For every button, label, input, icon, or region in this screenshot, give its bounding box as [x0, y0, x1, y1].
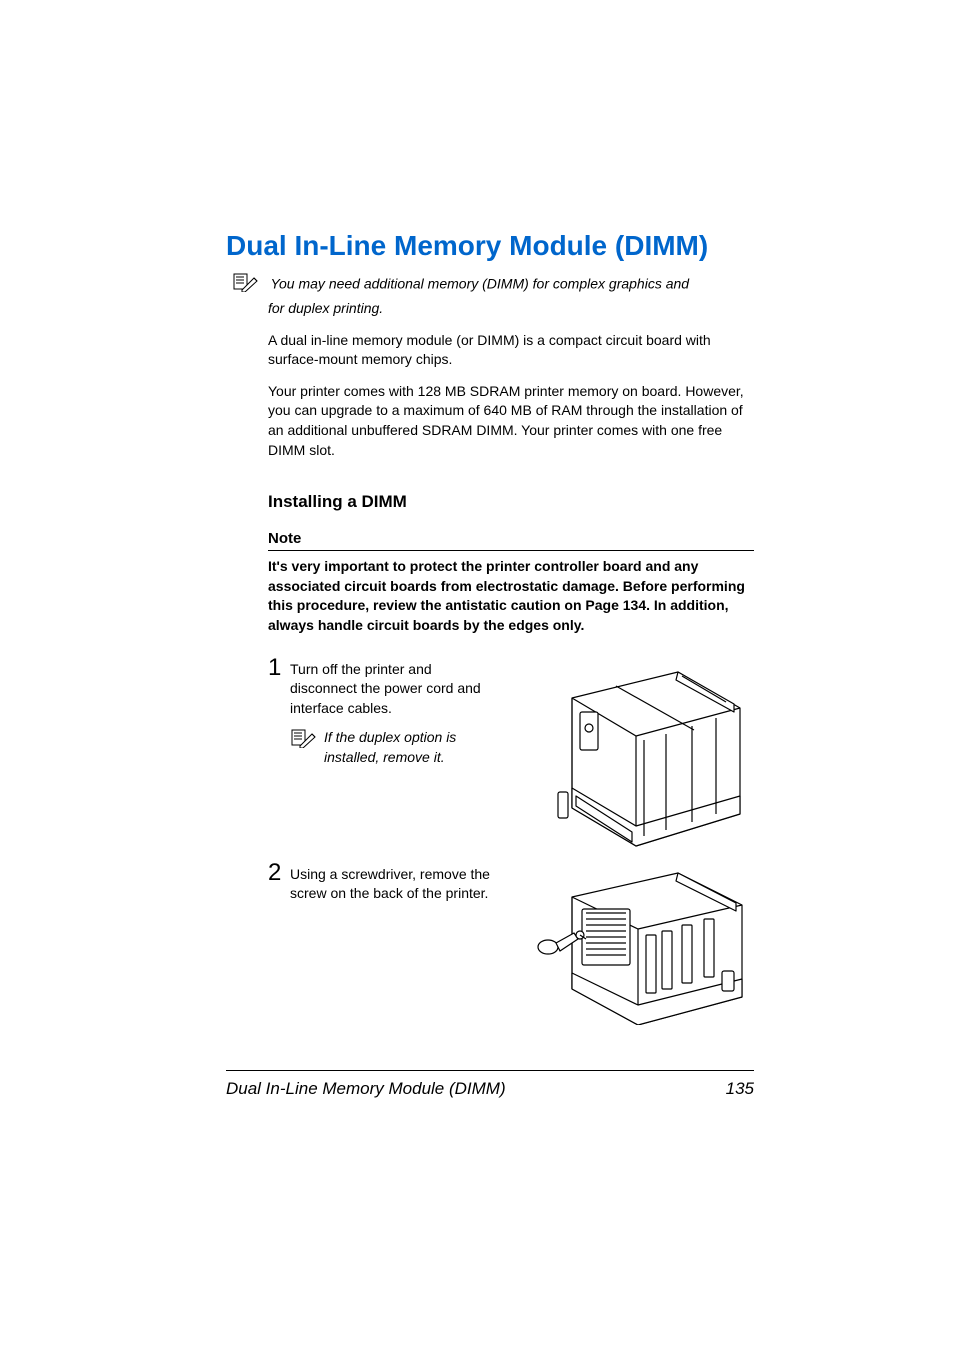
- step-1-subnote: If the duplex option is installed, remov…: [290, 728, 490, 767]
- step-1-illustration: [490, 656, 754, 851]
- step-2-text: Using a screwdriver, remove the screw on…: [290, 865, 490, 904]
- note-box: Note It's very important to protect the …: [268, 530, 754, 635]
- note-pencil-icon: [290, 728, 318, 753]
- intro-note-text-2: for duplex printing.: [268, 299, 754, 319]
- step-2: 2 Using a screwdriver, remove the screw …: [268, 861, 754, 1025]
- intro-note-text-1: You may need additional memory (DIMM) fo…: [270, 276, 689, 292]
- footer-title: Dual In-Line Memory Module (DIMM): [226, 1079, 506, 1099]
- paragraph-1: A dual in-line memory module (or DIMM) i…: [268, 331, 754, 370]
- step-2-illustration: [490, 861, 754, 1025]
- note-title: Note: [268, 530, 754, 551]
- step-1-number: 1: [268, 656, 290, 680]
- sub-heading: Installing a DIMM: [268, 492, 754, 512]
- paragraph-2: Your printer comes with 128 MB SDRAM pri…: [268, 382, 754, 460]
- page-footer: Dual In-Line Memory Module (DIMM) 135: [226, 1070, 754, 1099]
- note-body: It's very important to protect the print…: [268, 557, 754, 635]
- step-2-number: 2: [268, 861, 290, 885]
- step-1-subnote-text: If the duplex option is installed, remov…: [324, 728, 490, 767]
- step-1: 1 Turn off the printer and disconnect th…: [268, 656, 754, 851]
- printer-illustration-1: [526, 656, 754, 851]
- note-pencil-icon: [232, 272, 260, 297]
- step-1-text: Turn off the printer and disconnect the …: [290, 660, 490, 719]
- intro-note: You may need additional memory (DIMM) fo…: [268, 272, 754, 319]
- footer-page-number: 135: [726, 1079, 754, 1099]
- printer-illustration-2: [526, 861, 754, 1025]
- page-heading: Dual In-Line Memory Module (DIMM): [226, 230, 754, 262]
